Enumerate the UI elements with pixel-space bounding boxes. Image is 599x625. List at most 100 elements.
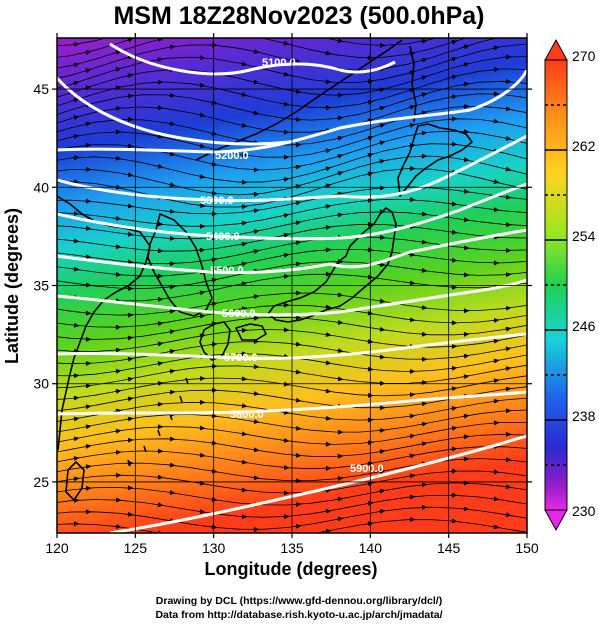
wind-arrow xyxy=(336,191,344,197)
wind-arrow xyxy=(492,118,500,124)
streamline xyxy=(57,143,527,183)
wind-arrow xyxy=(324,166,332,172)
streamline xyxy=(57,292,527,316)
x-tick-label-125: 125 xyxy=(124,540,148,556)
wind-arrow xyxy=(493,10,499,12)
wind-arrow xyxy=(450,257,458,263)
wind-arrow xyxy=(126,416,134,422)
wind-arrow xyxy=(252,208,260,214)
wind-arrow xyxy=(450,446,458,452)
wind-arrow xyxy=(324,50,332,56)
wind-arrow xyxy=(492,496,500,502)
streamline xyxy=(57,364,527,389)
wind-arrow xyxy=(294,502,302,508)
contour-label-5700: 5700.0 xyxy=(224,352,258,364)
wind-arrow xyxy=(240,92,248,97)
wind-arrow xyxy=(198,452,206,458)
wind-arrow xyxy=(450,344,458,350)
streamline xyxy=(57,433,527,457)
contour-label-5900: 5900.0 xyxy=(350,463,384,475)
wind-arrow xyxy=(462,217,470,223)
wind-arrow xyxy=(114,428,122,434)
x-tick-label-150: 150 xyxy=(515,540,539,556)
wind-arrow xyxy=(126,93,134,99)
grid-lines xyxy=(57,38,527,533)
wind-arrow xyxy=(504,512,512,518)
streamline xyxy=(57,506,527,530)
wind-arrow xyxy=(294,240,302,246)
colorbar-bottom-triangle xyxy=(544,509,568,532)
wind-arrow xyxy=(450,229,458,235)
wind-arrow xyxy=(505,15,511,17)
wind-arrow xyxy=(156,163,164,169)
coastline-ryukyu xyxy=(127,377,189,467)
wind-arrow xyxy=(378,106,386,111)
wind-arrow xyxy=(84,225,92,231)
wind-arrow xyxy=(462,188,470,194)
wind-arrow xyxy=(324,415,332,421)
wind-arrow xyxy=(504,135,512,141)
wind-arrow xyxy=(378,298,386,304)
wind-arrow xyxy=(450,57,458,62)
wind-arrow xyxy=(282,464,290,470)
wind-arrow xyxy=(126,396,134,402)
wind-arrow xyxy=(492,398,500,404)
wind-arrow xyxy=(252,475,260,481)
wind-arrow xyxy=(378,326,386,332)
y-tick-label-30: 30 xyxy=(33,376,49,392)
wind-arrow xyxy=(492,67,500,73)
streamline xyxy=(57,494,527,518)
wind-arrow xyxy=(114,347,122,353)
wind-arrow xyxy=(450,425,458,431)
wind-arrow xyxy=(450,406,458,412)
wind-arrow xyxy=(336,475,344,481)
wind-arrow xyxy=(198,247,206,253)
wind-arrow xyxy=(282,252,290,258)
wind-arrow xyxy=(126,73,134,78)
contour-5800 xyxy=(57,390,527,416)
wind-arrow xyxy=(282,273,290,279)
wind-arrow xyxy=(294,200,302,206)
wind-arrow xyxy=(504,366,512,372)
wind-arrow xyxy=(336,376,344,382)
streamline xyxy=(57,482,527,506)
wind-arrow xyxy=(492,469,500,475)
wind-arrow xyxy=(168,44,176,50)
x-axis: 120 125 130 135 140 145 150 xyxy=(45,33,539,556)
wind-arrow xyxy=(336,319,344,325)
wind-arrow xyxy=(240,61,248,67)
wind-arrow xyxy=(240,403,248,409)
x-tick-label-140: 140 xyxy=(359,540,383,556)
wind-arrow xyxy=(126,259,134,265)
wind-arrow xyxy=(114,368,122,374)
credit-drawing: Drawing by DCL (https://www.gfd-dennou.o… xyxy=(156,595,442,607)
wind-arrow xyxy=(378,449,386,455)
wind-arrow xyxy=(408,453,416,459)
plot-area: 5100.0 5200.0 5300.0 5400.0 5500.0 5600.… xyxy=(57,10,527,533)
wind-arrow xyxy=(462,353,470,359)
wind-arrow xyxy=(294,425,302,431)
contour-5600 xyxy=(57,278,527,317)
wind-arrow xyxy=(462,413,470,419)
wind-arrow xyxy=(492,317,500,323)
wind-arrow xyxy=(252,391,260,397)
wind-arrow xyxy=(252,364,260,370)
wind-arrow xyxy=(114,215,122,221)
wind-arrow xyxy=(378,123,386,129)
wind-arrow xyxy=(462,434,470,440)
streamline xyxy=(57,38,498,79)
wind-arrow xyxy=(505,38,512,39)
wind-arrow xyxy=(294,164,302,170)
wind-arrow xyxy=(282,409,290,415)
wind-arrow xyxy=(252,110,260,116)
wind-arrow xyxy=(336,115,344,121)
wind-arrow xyxy=(168,389,176,395)
contour-5100 xyxy=(109,42,396,76)
coastline-japan-kyushu xyxy=(199,321,231,361)
wind-arrow xyxy=(168,349,176,354)
wind-arrow xyxy=(72,134,80,139)
wind-arrow xyxy=(240,306,248,312)
streamline xyxy=(57,328,527,352)
wind-arrow xyxy=(252,48,260,54)
credit-data: Data from http://database.rish.kyoto-u.a… xyxy=(155,609,442,621)
